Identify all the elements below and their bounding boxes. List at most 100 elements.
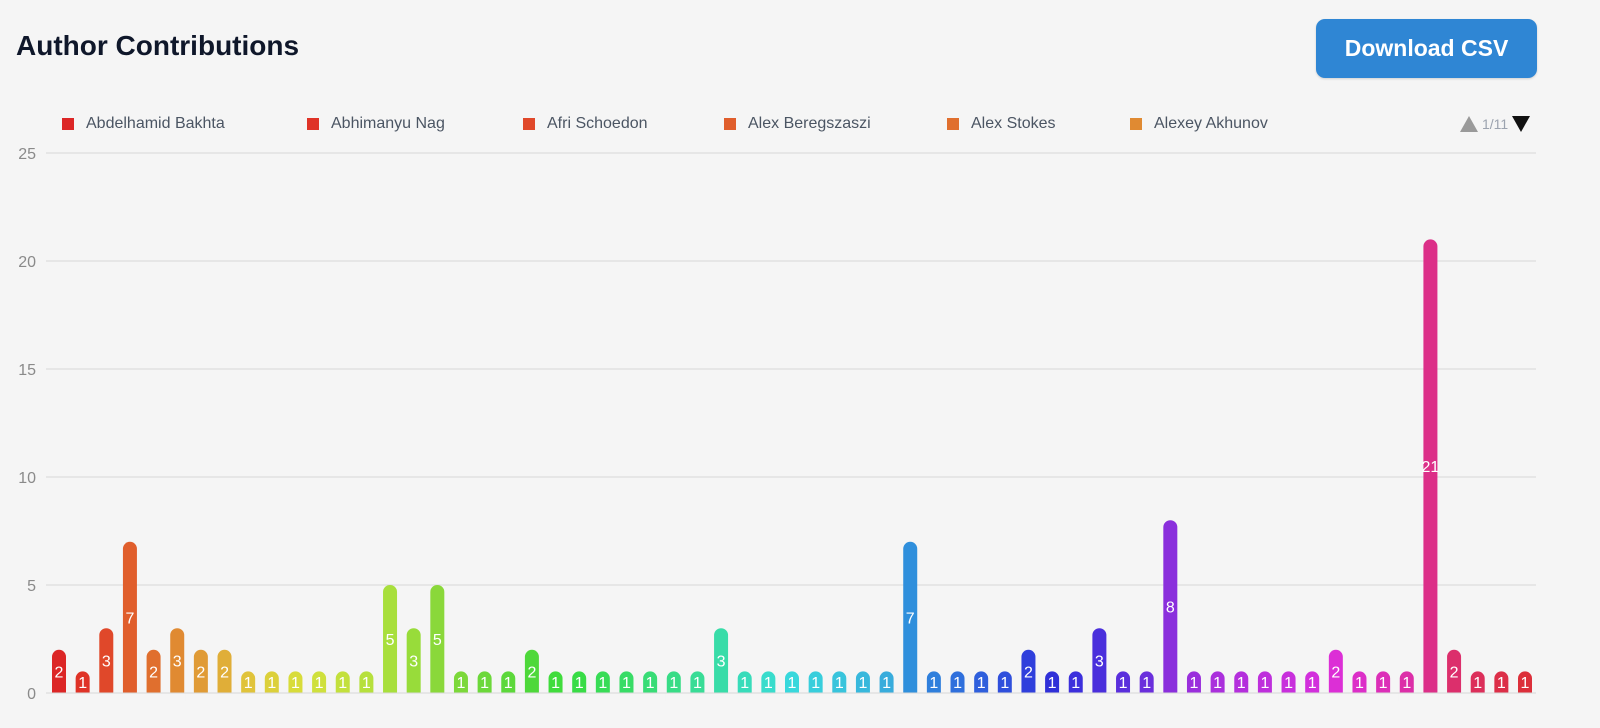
bar-value-label: 1 (1260, 675, 1269, 692)
bar-base (949, 693, 966, 701)
bar (406, 628, 421, 699)
bar-base (1091, 693, 1108, 701)
bar-value-label: 1 (1237, 675, 1246, 692)
legend-item[interactable]: Alex Stokes (947, 110, 1055, 138)
bar-value-label: 1 (929, 675, 938, 692)
bar (1021, 649, 1036, 699)
bar-value-label: 1 (835, 675, 844, 692)
bar-base (689, 693, 706, 701)
bar-value-label: 1 (1379, 675, 1388, 692)
bar-base (973, 693, 990, 701)
legend-item[interactable]: Abhimanyu Nag (307, 110, 445, 138)
bar (1352, 671, 1367, 699)
pager-up-icon[interactable] (1460, 116, 1478, 132)
bar (383, 585, 398, 699)
bar-value-label: 1 (811, 675, 820, 692)
bar (52, 649, 66, 699)
bar-base (642, 693, 659, 701)
bar-value-label: 2 (1450, 664, 1459, 681)
bar-base (192, 693, 209, 701)
bar-value-label: 1 (1473, 675, 1482, 692)
bar (1186, 671, 1201, 699)
bar (1163, 520, 1178, 699)
bar-value-label: 1 (622, 675, 631, 692)
bar-value-label: 1 (740, 675, 749, 692)
bar-base (1115, 693, 1132, 701)
bar-base (547, 693, 564, 701)
legend-item[interactable]: Afri Schoedon (523, 110, 648, 138)
bar-base (121, 693, 138, 701)
bar (1305, 671, 1320, 699)
bar-base (1422, 693, 1439, 701)
legend-item[interactable]: Abdelhamid Bakhta (62, 110, 225, 138)
bar-base (618, 693, 635, 701)
bar-base (1044, 693, 1061, 701)
bar (997, 671, 1012, 699)
bar-base (1209, 693, 1226, 701)
bar (1281, 671, 1296, 699)
bar-base (996, 693, 1013, 701)
bar-base (925, 693, 942, 701)
bar-value-label: 1 (480, 675, 489, 692)
bar-value-label: 3 (173, 654, 182, 671)
bar (950, 671, 965, 699)
bar (430, 585, 445, 699)
bar (1423, 239, 1438, 699)
bar (785, 671, 799, 699)
bar-value-label: 1 (693, 675, 702, 692)
y-tick-label: 25 (18, 146, 36, 163)
bar (1257, 671, 1272, 699)
bar-base (831, 693, 848, 701)
bar (241, 671, 256, 699)
bar-base (1304, 693, 1321, 701)
bar-base (1327, 693, 1344, 701)
bar-base (263, 693, 280, 701)
bar (501, 671, 516, 699)
bar (1494, 671, 1509, 699)
bar-value-label: 1 (338, 675, 347, 692)
bar-base (1138, 693, 1155, 701)
bar-value-label: 1 (504, 675, 513, 692)
bar-base (287, 693, 304, 701)
bar-base (476, 693, 493, 701)
bar (453, 671, 468, 699)
legend-label: Alexey Akhunov (1154, 115, 1268, 132)
bar-value-label: 1 (977, 675, 986, 692)
bar (572, 671, 587, 699)
bar-base (807, 693, 824, 701)
bar-value-label: 2 (55, 664, 64, 681)
y-tick-label: 0 (27, 686, 36, 703)
bar-base (571, 693, 588, 701)
bar-base (429, 693, 446, 701)
bar-base (1280, 693, 1297, 701)
legend-item[interactable]: Alex Beregszaszi (724, 110, 871, 138)
bar-value-label: 1 (882, 675, 891, 692)
bar-value-label: 1 (1497, 675, 1506, 692)
bar (1376, 671, 1391, 699)
bar (1447, 649, 1462, 699)
bar-value-label: 7 (125, 610, 134, 627)
bar (714, 628, 729, 699)
y-tick-label: 20 (18, 254, 36, 271)
pager-down-icon[interactable] (1512, 116, 1531, 132)
bar-base (51, 693, 67, 701)
bar (1518, 671, 1532, 699)
bar (335, 671, 350, 699)
bar-value-label: 2 (527, 664, 536, 681)
bar-base (902, 693, 919, 701)
bar-base (1256, 693, 1273, 701)
bar-base (1162, 693, 1179, 701)
bar-base (1067, 693, 1084, 701)
bar-base (784, 693, 800, 701)
bar-value-label: 1 (1142, 675, 1151, 692)
download-csv-button[interactable]: Download CSV (1316, 19, 1537, 78)
bar-value-label: 3 (1095, 654, 1104, 671)
bar (643, 671, 658, 699)
bar-value-label: 1 (669, 675, 678, 692)
bar-value-label: 1 (1402, 675, 1411, 692)
bar (619, 671, 634, 699)
legend-item[interactable]: Alexey Akhunov (1130, 110, 1268, 138)
bar-base (1375, 693, 1392, 701)
legend-pager: 1/11 (1460, 110, 1531, 138)
bar (477, 671, 492, 699)
